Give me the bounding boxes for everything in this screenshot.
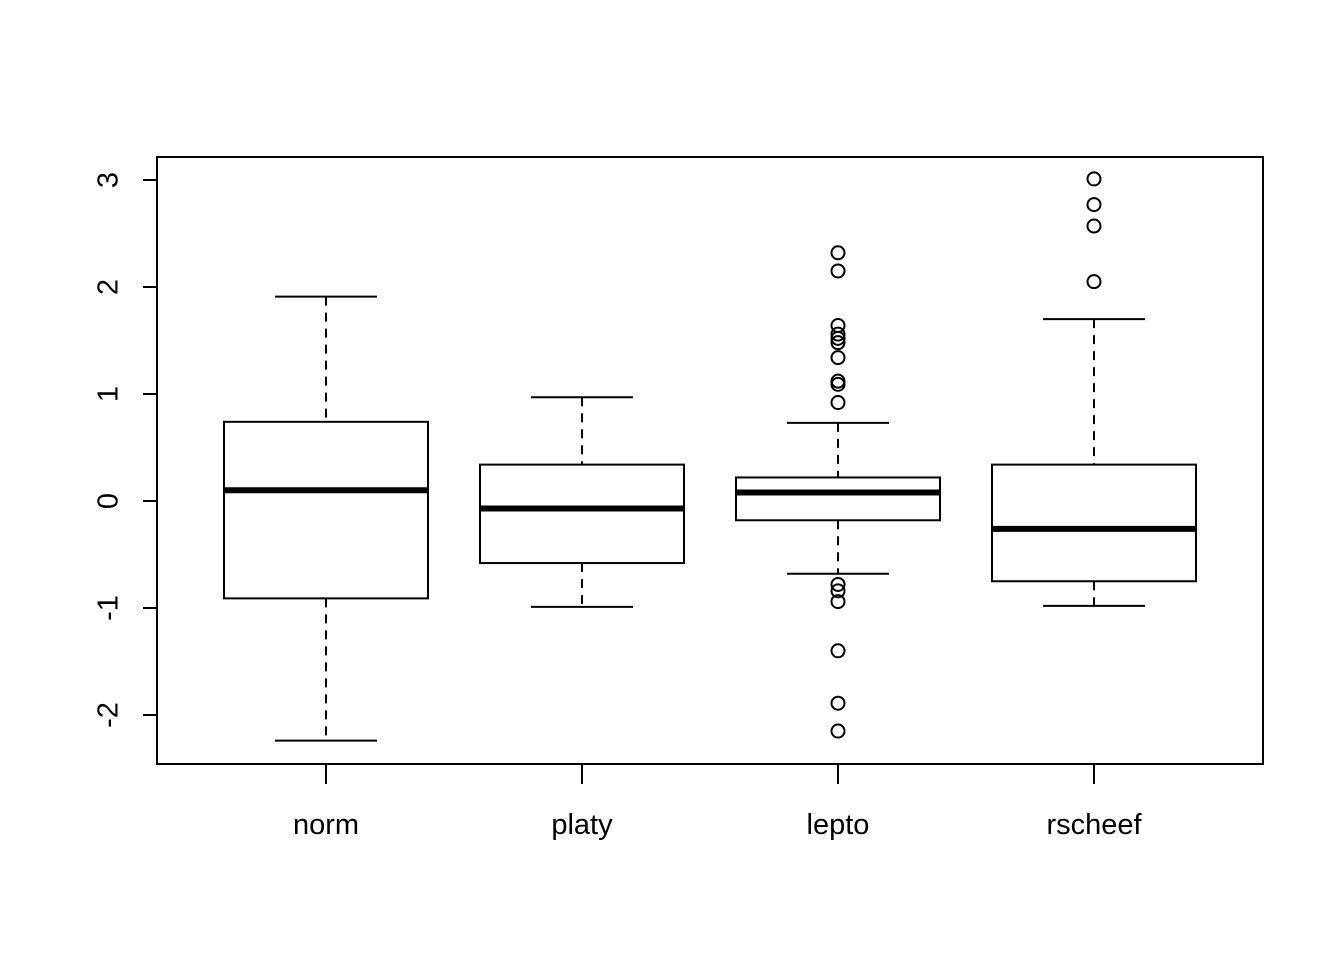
box-lepto bbox=[735, 245, 941, 739]
x-tick-label: lepto bbox=[807, 809, 870, 841]
x-tick-label: platy bbox=[551, 809, 613, 841]
y-tick-label: -1 bbox=[93, 595, 125, 621]
x-tick-label: norm bbox=[293, 809, 359, 841]
y-tick-label: 1 bbox=[93, 386, 125, 402]
outlier-point bbox=[830, 376, 846, 392]
outlier-point bbox=[830, 330, 846, 346]
iqr-box bbox=[223, 420, 429, 600]
outlier-point bbox=[830, 335, 846, 351]
outlier-point bbox=[830, 643, 846, 659]
box-norm bbox=[223, 295, 429, 742]
outlier-point bbox=[830, 695, 846, 711]
iqr-box bbox=[735, 476, 941, 522]
outlier-point bbox=[830, 723, 846, 739]
outlier-point bbox=[1086, 171, 1102, 187]
outlier-point bbox=[830, 263, 846, 279]
boxes bbox=[223, 171, 1197, 742]
outlier-point bbox=[830, 583, 846, 599]
iqr-box bbox=[479, 463, 685, 565]
box-platy bbox=[479, 396, 685, 608]
iqr-box bbox=[991, 463, 1197, 583]
outlier-point bbox=[830, 326, 846, 342]
outlier-point bbox=[1086, 218, 1102, 234]
x-axis: norm platy lepto rscheef bbox=[293, 764, 1142, 841]
outlier-point bbox=[1086, 274, 1102, 290]
y-tick-label: 2 bbox=[93, 279, 125, 295]
outlier-point bbox=[830, 350, 846, 366]
plot-frame bbox=[156, 156, 1264, 765]
outlier-point bbox=[830, 245, 846, 261]
y-tick-label: 3 bbox=[93, 172, 125, 188]
x-tick-label: rscheef bbox=[1046, 809, 1142, 841]
y-axis: -2 -1 0 1 2 3 bbox=[93, 172, 157, 728]
outlier-point bbox=[830, 576, 846, 592]
outlier-point bbox=[830, 395, 846, 411]
outlier-point bbox=[1086, 197, 1102, 213]
outlier-point bbox=[830, 594, 846, 610]
y-tick-label: -2 bbox=[93, 702, 125, 728]
box-rscheef bbox=[991, 171, 1197, 607]
y-tick-label: 0 bbox=[93, 493, 125, 509]
